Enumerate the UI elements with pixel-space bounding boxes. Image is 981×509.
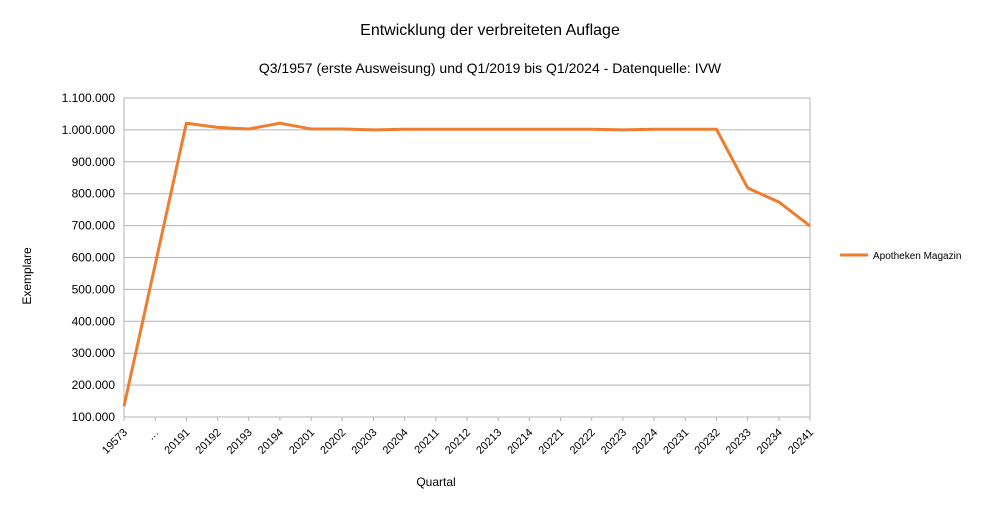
x-tick-label: 20213 bbox=[474, 427, 504, 457]
x-tick-label: 20201 bbox=[287, 427, 317, 457]
x-tick-label: … bbox=[145, 427, 161, 443]
x-tick-label: 20203 bbox=[349, 427, 379, 457]
x-tick-label: 20221 bbox=[537, 427, 567, 457]
x-tick-label: 20211 bbox=[412, 427, 442, 457]
x-tick-label: 20222 bbox=[568, 427, 598, 457]
series-line bbox=[122, 121, 811, 407]
x-tick-label: 20224 bbox=[630, 427, 660, 457]
y-tick-label: 100.000 bbox=[72, 410, 116, 424]
x-tick-label: 20234 bbox=[755, 427, 785, 457]
y-tick-label: 600.000 bbox=[72, 251, 116, 265]
chart-subtitle: Q3/1957 (erste Ausweisung) und Q1/2019 b… bbox=[259, 60, 722, 76]
x-tick-label: 20202 bbox=[318, 427, 348, 457]
x-axis-label: Quartal bbox=[416, 475, 455, 489]
x-tick-label: 20191 bbox=[162, 427, 192, 457]
x-tick-label: 19573 bbox=[100, 427, 130, 457]
y-tick-label: 700.000 bbox=[72, 219, 116, 233]
y-tick-label: 300.000 bbox=[72, 346, 116, 360]
x-tick-label: 20214 bbox=[505, 427, 535, 457]
x-tick-label: 20241 bbox=[786, 427, 816, 457]
y-tick-label: 400.000 bbox=[72, 314, 116, 328]
y-axis-label: Exemplare bbox=[20, 247, 34, 305]
x-tick-label: 20232 bbox=[692, 427, 722, 457]
x-tick-label: 20212 bbox=[443, 427, 473, 457]
y-tick-label: 1.000.000 bbox=[62, 123, 116, 137]
x-tick-label: 20194 bbox=[256, 427, 286, 457]
x-tick-label: 20231 bbox=[661, 427, 691, 457]
legend-label: Apotheken Magazin bbox=[873, 251, 961, 262]
x-tick-label: 20193 bbox=[225, 427, 255, 457]
x-tick-label: 20223 bbox=[599, 427, 629, 457]
y-tick-label: 800.000 bbox=[72, 187, 116, 201]
y-tick-label: 500.000 bbox=[72, 282, 116, 296]
x-tick-label: 20192 bbox=[194, 427, 224, 457]
y-tick-label: 900.000 bbox=[72, 155, 116, 169]
y-tick-label: 1.100.000 bbox=[62, 91, 116, 105]
x-tick-label: 20233 bbox=[724, 427, 754, 457]
chart-title: Entwicklung der verbreiteten Auflage bbox=[360, 22, 620, 39]
x-tick-label: 20204 bbox=[381, 427, 411, 457]
y-tick-label: 200.000 bbox=[72, 378, 116, 392]
